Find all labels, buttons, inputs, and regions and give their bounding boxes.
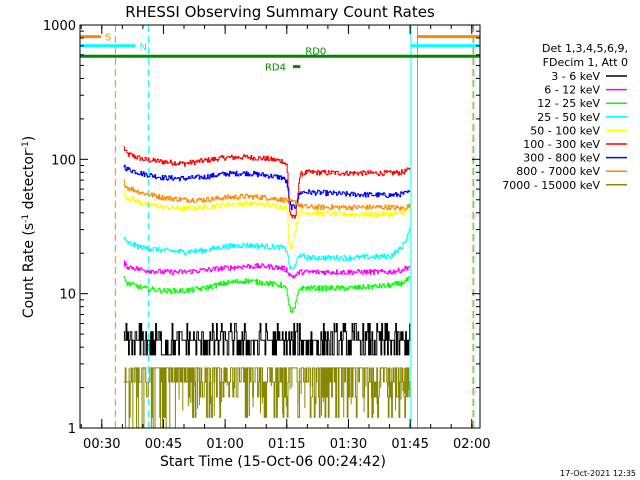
y-tick-label: 1 (68, 422, 76, 437)
y-axis-label-sup-2: -1 (21, 141, 31, 150)
x-tick-label: 02:00 (453, 437, 490, 452)
legend-entry-label: 800 - 7000 keV (516, 165, 600, 178)
x-axis: 00:30 00:45 01:00 01:15 01:30 01:45 02:00 (80, 25, 491, 452)
y-axis-label-end: ) (21, 136, 37, 141)
legend: Det 1,3,4,5,6,9, FDecim 1, Att 0 3 - 6 k… (502, 42, 628, 192)
legend-entry-label: 300 - 800 keV (523, 152, 600, 165)
y-axis-label-mid: detector (21, 150, 37, 214)
footer-timestamp: 17-Oct-2021 12:35 (560, 469, 636, 478)
plot-frame (79, 24, 481, 429)
series-line-5 (123, 260, 411, 279)
y-axis-label: Count Rate (s-1 detector-1) (21, 136, 37, 318)
x-tick-label: 01:15 (268, 437, 305, 452)
y-tick-label: 100 (51, 153, 76, 168)
legend-entry-label: 50 - 100 keV (530, 124, 600, 137)
x-axis-label: Start Time (15-Oct-06 00:24:42) (160, 454, 386, 470)
legend-entry-label: 3 - 6 keV (551, 70, 600, 83)
x-tick-label: 00:30 (83, 437, 120, 452)
y-axis-label-main: Count Rate (s (21, 223, 37, 318)
x-tick-label: 00:45 (145, 437, 182, 452)
series-line-2 (123, 179, 411, 211)
series-line-0 (123, 146, 411, 219)
chart-title: RHESSI Observing Summary Count Rates (125, 3, 435, 21)
y-tick-label: 1000 (43, 19, 76, 34)
legend-header-line-2: FDecim 1, Att 0 (543, 56, 628, 69)
instrument-state-markers: S N RD0 RD4 (80, 25, 480, 428)
rd0-bar-label: RD0 (305, 46, 326, 57)
legend-entry-label: 7000 - 15000 keV (502, 179, 600, 192)
series-line-7 (123, 323, 411, 356)
series-line-1 (123, 164, 411, 211)
y-axis: 1 10 100 1000 (43, 19, 480, 437)
y-axis-label-sup-1: -1 (21, 214, 31, 223)
n-bar-label: N (139, 42, 146, 53)
series-line-3 (123, 190, 410, 250)
legend-entry-label: 100 - 300 keV (523, 138, 600, 151)
legend-entry-label: 12 - 25 keV (537, 97, 600, 110)
legend-entry-label: 6 - 12 keV (544, 84, 600, 97)
x-tick-label: 01:00 (206, 437, 243, 452)
series-line-6 (123, 276, 411, 314)
rd4-bar-label: RD4 (265, 63, 286, 74)
x-tick-label: 01:45 (391, 437, 428, 452)
legend-header-line-1: Det 1,3,4,5,6,9, (542, 42, 628, 55)
s-bar-label: S (105, 33, 111, 44)
legend-entry-label: 25 - 50 keV (537, 111, 600, 124)
series-group (123, 146, 411, 428)
series-line-4 (123, 227, 411, 270)
y-tick-label: 10 (59, 288, 76, 303)
x-tick-label: 01:30 (330, 437, 367, 452)
